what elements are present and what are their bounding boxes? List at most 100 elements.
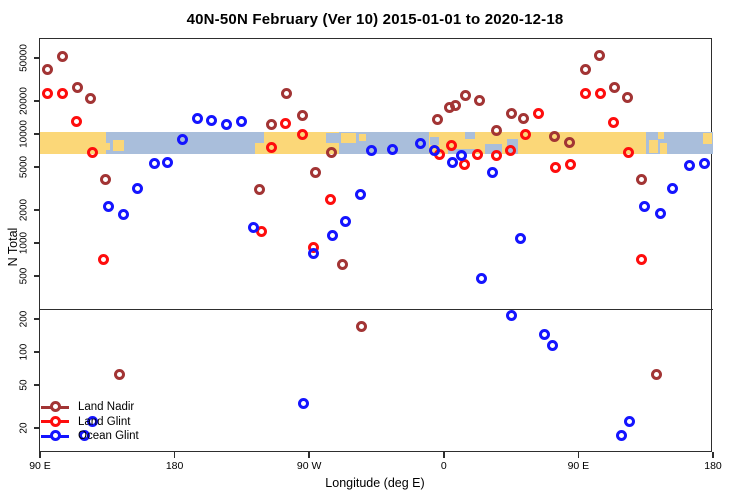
data-point-land-nadir xyxy=(579,64,591,76)
y-axis-tick xyxy=(33,166,39,168)
data-point-land-nadir xyxy=(253,183,265,195)
data-point-ocean-glint xyxy=(515,233,527,245)
data-point-land-nadir xyxy=(280,88,292,100)
data-point-ocean-glint xyxy=(415,137,427,149)
y-axis-tick-label: 50 xyxy=(18,379,30,391)
y-axis-tick xyxy=(33,351,39,353)
data-point-land-nadir xyxy=(548,131,560,143)
data-point-land-nadir xyxy=(505,108,517,120)
data-point-land-nadir xyxy=(309,167,321,179)
data-point-land-nadir xyxy=(593,50,605,62)
y-axis-tick xyxy=(33,100,39,102)
x-axis-label: Longitude (deg E) xyxy=(325,476,425,490)
data-point-land-glint xyxy=(550,162,562,174)
map-patch-land xyxy=(112,139,124,152)
data-point-ocean-glint xyxy=(639,201,651,213)
data-point-land-nadir xyxy=(432,113,444,125)
data-point-land-nadir xyxy=(622,92,634,104)
data-point-land-glint xyxy=(580,87,592,99)
data-point-land-nadir xyxy=(474,94,486,106)
map-patch-ocean xyxy=(464,132,476,139)
y-axis-tick-label: 500 xyxy=(18,267,30,285)
y-axis-tick xyxy=(33,275,39,277)
data-point-ocean-glint xyxy=(476,272,488,284)
data-point-ocean-glint xyxy=(624,416,636,428)
data-point-land-nadir xyxy=(636,173,648,185)
data-point-ocean-glint xyxy=(456,149,468,161)
data-point-ocean-glint xyxy=(118,209,130,221)
data-point-land-glint xyxy=(519,128,531,140)
data-point-ocean-glint xyxy=(698,157,710,169)
data-point-land-nadir xyxy=(326,146,338,158)
map-band-land xyxy=(428,132,646,155)
map-patch-land xyxy=(104,143,110,150)
legend: Land Nadir Land Glint Ocean Glint xyxy=(41,400,139,444)
data-point-ocean-glint xyxy=(298,397,310,409)
data-point-land-glint xyxy=(56,87,68,99)
x-axis-tick xyxy=(577,451,580,458)
y-axis-tick-label: 20000 xyxy=(18,87,30,116)
y-axis-tick-label: 10000 xyxy=(18,120,30,148)
legend-label-land-nadir: Land Nadir xyxy=(78,401,135,414)
legend-item-ocean-glint: Ocean Glint xyxy=(41,429,139,444)
data-point-ocean-glint xyxy=(102,201,114,213)
data-point-ocean-glint xyxy=(506,310,518,322)
data-point-ocean-glint xyxy=(161,156,173,168)
x-axis-tick xyxy=(712,451,714,458)
data-point-land-glint xyxy=(504,145,516,157)
data-point-land-glint xyxy=(471,148,483,160)
data-point-land-glint xyxy=(325,193,337,205)
land-glint-marker-icon xyxy=(41,415,69,428)
data-point-land-glint xyxy=(71,115,83,127)
data-point-ocean-glint xyxy=(340,215,352,227)
data-point-ocean-glint xyxy=(326,229,338,241)
y-axis-tick xyxy=(33,242,39,244)
data-point-ocean-glint xyxy=(616,430,628,442)
plot-area: 90 E 180 90 W 0 90 E 180 20 50 100 200 500 1000 2000… xyxy=(19,38,722,472)
data-point-ocean-glint xyxy=(86,416,98,428)
data-point-land-glint xyxy=(623,147,634,159)
chart-title: 40N-50N February (Ver 10) 2015-01-01 to … xyxy=(186,11,564,28)
data-point-ocean-glint xyxy=(148,157,160,169)
threshold-line xyxy=(40,308,713,311)
y-axis-tick-label: 50000 xyxy=(18,43,30,72)
data-point-land-nadir xyxy=(113,369,125,381)
data-point-land-nadir xyxy=(85,93,97,105)
data-point-land-nadir xyxy=(491,124,503,136)
data-point-land-glint xyxy=(459,158,471,170)
legend-label-land-glint: Land Glint xyxy=(78,415,131,428)
data-point-land-glint xyxy=(98,254,110,266)
data-point-ocean-glint xyxy=(192,112,204,124)
data-point-land-glint xyxy=(296,128,308,140)
data-point-ocean-glint xyxy=(308,248,320,260)
data-point-land-glint xyxy=(279,118,291,130)
map-patch-land xyxy=(358,134,367,142)
data-point-land-nadir xyxy=(56,51,68,63)
map-patch-ocean xyxy=(255,132,264,144)
data-point-land-nadir xyxy=(41,64,53,76)
data-point-land-glint xyxy=(635,253,647,265)
data-point-ocean-glint xyxy=(538,328,550,340)
x-axis-tick-label: 180 xyxy=(704,460,722,472)
x-axis-tick-label: 180 xyxy=(165,460,184,472)
y-axis-tick xyxy=(33,133,39,135)
y-axis-tick-label: 100 xyxy=(18,343,30,361)
y-axis-tick-label: 1000 xyxy=(18,231,30,255)
y-axis-tick-label: 5000 xyxy=(18,155,30,178)
data-point-ocean-glint xyxy=(386,143,398,155)
x-axis-tick-label: 90 W xyxy=(296,460,322,472)
data-point-ocean-glint xyxy=(221,118,233,130)
map-patch-ocean xyxy=(430,136,440,146)
map-patch-ocean xyxy=(325,133,340,144)
land-nadir-marker-icon xyxy=(41,401,69,413)
legend-item-land-glint: Land Glint xyxy=(41,415,139,430)
x-axis-tick-label: 0 xyxy=(440,460,447,472)
data-point-ocean-glint xyxy=(78,430,90,442)
data-point-ocean-glint xyxy=(365,144,377,156)
legend-label-ocean-glint: Ocean Glint xyxy=(78,430,139,443)
data-point-land-nadir xyxy=(608,82,620,94)
x-axis-tick xyxy=(308,451,310,458)
data-point-ocean-glint xyxy=(428,144,440,156)
map-patch-land xyxy=(702,133,713,145)
